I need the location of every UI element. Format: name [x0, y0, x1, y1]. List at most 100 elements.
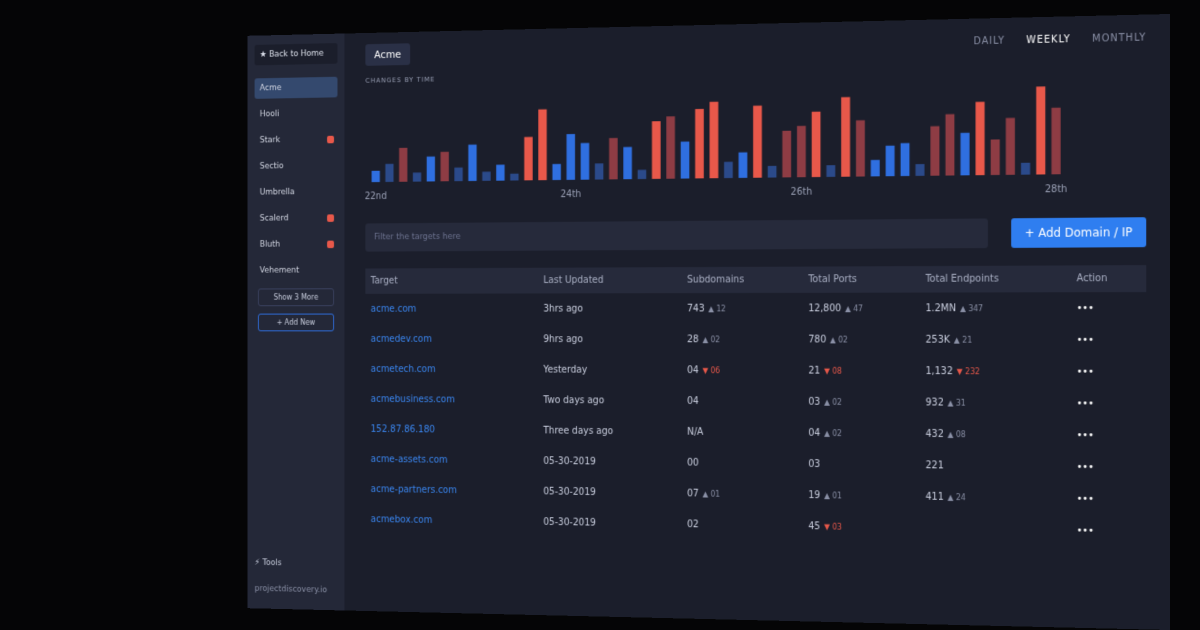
target[interactable]: acmebusiness.com: [370, 393, 455, 405]
delta: ▲ 47: [845, 303, 863, 313]
bar: [841, 97, 851, 177]
bar: [1051, 107, 1061, 175]
target[interactable]: acme.com: [370, 303, 417, 315]
action[interactable]: •••: [1076, 366, 1094, 378]
metric-value: 12,800: [808, 302, 842, 314]
bar: [870, 159, 880, 177]
delta-value: 03: [832, 522, 842, 532]
metric: 07 ▲ 01: [682, 478, 803, 511]
updated: 05-30-2019: [543, 486, 596, 498]
badge: [327, 240, 335, 249]
bar: [767, 165, 777, 178]
action[interactable]: •••: [1076, 334, 1094, 346]
x-tick-label: 22nd: [365, 191, 386, 202]
bar: [510, 173, 519, 181]
period[interactable]: WEEKLY: [1026, 34, 1071, 47]
delta: ▲ 02: [702, 335, 720, 344]
action[interactable]: •••: [1076, 525, 1094, 537]
delta-value: 21: [962, 335, 973, 345]
updated: 9hrs ago: [543, 333, 583, 345]
bar: [566, 133, 576, 180]
bar: [371, 170, 380, 183]
bar: [960, 132, 970, 176]
metric: 21 ▼ 08: [803, 355, 920, 387]
period[interactable]: MONTHLY: [1092, 32, 1147, 45]
bar: [826, 165, 836, 177]
search[interactable]: Filter the targets here: [365, 218, 989, 252]
tools[interactable]: ⚡ Tools: [254, 558, 282, 569]
bar: [680, 141, 690, 179]
metric-value: 780: [808, 334, 827, 345]
bar: [724, 161, 733, 179]
project[interactable]: Stark: [255, 129, 338, 151]
row: acmetech.com Yesterday 04 ▼ 06 21 ▼ 08 1,132 ▼ …: [365, 354, 1146, 388]
bar: [651, 121, 661, 179]
project[interactable]: Sectio: [255, 155, 338, 177]
action[interactable]: •••: [1076, 397, 1094, 409]
updated: 05-30-2019: [543, 516, 596, 529]
bar: [637, 169, 647, 180]
period[interactable]: DAILY: [973, 35, 1005, 48]
bar: [1020, 162, 1031, 175]
bar: [738, 152, 748, 178]
metric-value: 03: [808, 396, 821, 408]
delta: ▲ 08: [947, 429, 966, 439]
metric: 04: [682, 386, 803, 418]
chart: 22nd 24th 26th 28th: [365, 86, 1067, 202]
bar: [695, 108, 704, 179]
delta: ▲ 12: [708, 304, 726, 313]
target[interactable]: acmetech.com: [370, 363, 436, 375]
delta-value: 47: [853, 303, 863, 313]
metric-value: 21: [808, 365, 821, 377]
bar: [623, 146, 632, 180]
bar: [855, 120, 865, 177]
target[interactable]: 152.87.86.180: [370, 423, 435, 435]
metric-value: 743: [687, 303, 705, 314]
back-label: Back to Home: [269, 48, 324, 60]
updated: Three days ago: [543, 425, 614, 437]
project[interactable]: Bluth: [255, 234, 338, 255]
delta-value: 02: [838, 335, 848, 344]
badge: [327, 135, 335, 144]
project-list: Acme Hooli Stark Sectio Umbrella Scalerd Bluth…: [254, 76, 338, 281]
project[interactable]: Vehement: [255, 260, 338, 281]
bar: [412, 172, 422, 182]
delta-value: 24: [955, 492, 966, 502]
delta: ▲ 31: [947, 398, 966, 408]
delta-value: 08: [832, 366, 842, 376]
metric-value: 04: [687, 395, 699, 407]
bar: [538, 109, 547, 181]
add-new[interactable]: + Add New: [257, 313, 335, 332]
project[interactable]: Acme: [254, 76, 338, 99]
metric: 411 ▲ 24: [920, 481, 1071, 515]
action[interactable]: •••: [1076, 461, 1094, 473]
metric-value: 1,132: [925, 365, 953, 377]
column-header: Subdomains: [681, 266, 803, 294]
back-button[interactable]: ★ Back to Home: [254, 43, 338, 66]
add-domain[interactable]: + Add Domain / IP: [1011, 217, 1147, 248]
metric-value: N/A: [687, 426, 704, 438]
metric-value: 932: [925, 397, 944, 408]
action[interactable]: •••: [1076, 429, 1094, 441]
project[interactable]: Umbrella: [255, 182, 338, 203]
delta-value: 06: [710, 365, 720, 375]
project[interactable]: Hooli: [255, 103, 338, 125]
project[interactable]: Scalerd: [255, 208, 338, 229]
metric: 04 ▼ 06: [682, 355, 803, 386]
bar: [399, 147, 408, 182]
target[interactable]: acme-assets.com: [370, 453, 448, 466]
delta: ▲ 24: [947, 492, 966, 502]
delta: ▲ 01: [702, 489, 720, 499]
delta-value: 347: [968, 303, 984, 313]
project-select[interactable]: Acme: [365, 43, 411, 66]
show-more[interactable]: Show 3 More: [257, 288, 335, 307]
metric-value: 19: [808, 489, 821, 501]
action[interactable]: •••: [1076, 302, 1094, 314]
delta-value: 232: [965, 366, 980, 376]
target[interactable]: acmedev.com: [370, 333, 432, 345]
target[interactable]: acmebox.com: [370, 513, 433, 526]
target[interactable]: acme-partners.com: [370, 483, 457, 496]
action[interactable]: •••: [1076, 493, 1094, 505]
header-row: Target Last Updated Subdomains Total Ports T…: [365, 265, 1147, 294]
